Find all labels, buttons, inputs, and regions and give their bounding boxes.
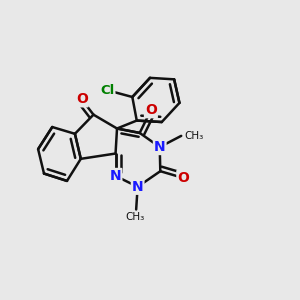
- Text: N: N: [132, 180, 143, 194]
- Text: CH₃: CH₃: [125, 212, 144, 222]
- Text: CH₃: CH₃: [184, 131, 203, 141]
- Text: N: N: [154, 140, 166, 154]
- Text: Cl: Cl: [100, 84, 114, 97]
- Text: N: N: [110, 169, 122, 183]
- Text: O: O: [76, 92, 88, 106]
- Text: O: O: [145, 103, 157, 117]
- Text: O: O: [177, 171, 189, 185]
